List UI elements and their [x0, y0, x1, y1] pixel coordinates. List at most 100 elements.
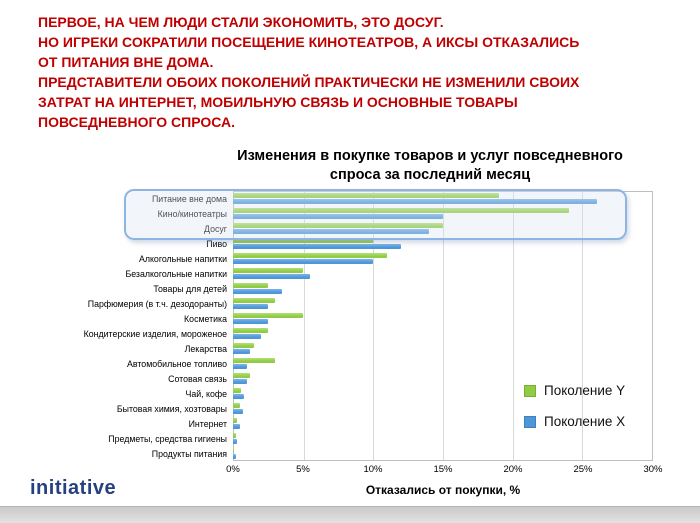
category-label: Интернет [188, 418, 227, 429]
bar-generation-x [233, 379, 247, 384]
bar-generation-x [233, 289, 282, 294]
x-tick-label: 25% [573, 464, 593, 475]
category-label: Пиво [206, 238, 227, 249]
category-label-cell: Бытовая химия, хозтовары [116, 401, 233, 416]
gridline [512, 192, 514, 460]
bar-generation-y [233, 268, 303, 273]
bar-pair [233, 221, 653, 236]
gridline [303, 192, 305, 460]
bar-generation-x [233, 349, 250, 354]
x-tick-label: 30% [643, 464, 663, 475]
bar-generation-y [233, 253, 387, 258]
bar-generation-y [233, 238, 373, 243]
chart-row: Питание вне дома [116, 191, 653, 206]
bar-generation-y [233, 298, 275, 303]
category-label: Автомобильное топливо [127, 358, 227, 369]
bar-generation-x [233, 199, 597, 204]
bar-generation-x [233, 424, 240, 429]
bar-pair [233, 296, 653, 311]
chart-title: Изменения в покупке товаров и услуг повс… [237, 148, 623, 183]
bar-generation-x [233, 409, 243, 414]
chart-row: Продукты питания [116, 446, 653, 461]
chart-legend: Поколение Y Поколение X [524, 383, 625, 445]
bar-pair [233, 206, 653, 221]
bar-generation-y [233, 403, 240, 408]
chart-row: Бытовая химия, хозтовары [116, 401, 653, 416]
category-label-cell: Чай, кофе [116, 386, 233, 401]
legend-item-generation-x: Поколение X [524, 414, 625, 429]
category-label-cell: Кино/кинотеатры [116, 206, 233, 221]
category-label-cell: Лекарства [116, 341, 233, 356]
bar-generation-y [233, 193, 499, 198]
footer-bar [0, 506, 700, 523]
bar-generation-y [233, 418, 238, 423]
category-label-cell: Сотовая связь [116, 371, 233, 386]
bar-pair [233, 341, 653, 356]
bar-generation-x [233, 259, 373, 264]
plot-area [233, 191, 653, 461]
category-label: Сотовая связь [168, 373, 227, 384]
legend-swatch-y [524, 384, 536, 397]
category-label-cell: Алкогольные напитки [116, 251, 233, 266]
x-tick-label: 20% [503, 464, 523, 475]
bar-generation-y [233, 283, 268, 288]
bar-generation-y [233, 448, 235, 453]
bar-pair [233, 281, 653, 296]
x-axis-ticks: 0% 5% 10% 15% 20% 25% 30% [226, 464, 662, 476]
chart-row: Алкогольные напитки [116, 251, 653, 266]
chart-rows: Питание вне дома Кино/кинотеатры Досуг Пиво… [84, 191, 653, 461]
chart-row: Автомобильное топливо [116, 356, 653, 371]
bar-generation-y [233, 388, 242, 393]
category-label: Питание вне дома [151, 193, 227, 204]
legend-label-x: Поколение X [544, 414, 626, 429]
category-label-cell: Пиво [116, 236, 233, 251]
chart-row: Сотовая связь [116, 371, 653, 386]
category-label-cell: Автомобильное топливо [116, 356, 233, 371]
bar-generation-x [233, 439, 238, 444]
chart-row: Косметика [116, 311, 653, 326]
chart-row: Парфюмерия (в т.ч. дезодоранты) [88, 296, 653, 311]
x-tick-label: 15% [433, 464, 453, 475]
chart-row: Товары для детей [116, 281, 653, 296]
category-label-cell: Парфюмерия (в т.ч. дезодоранты) [88, 296, 233, 311]
bar-pair [233, 446, 653, 461]
bar-generation-y [233, 433, 236, 438]
bar-generation-x [233, 244, 401, 249]
x-tick-label: 0% [226, 464, 240, 475]
bar-generation-y [233, 313, 303, 318]
bar-generation-y [233, 343, 254, 348]
bar-pair [233, 191, 653, 206]
bar-generation-x [233, 229, 429, 234]
chart-row: Кондитерские изделия, мороженое [84, 326, 653, 341]
category-label-cell: Косметика [116, 311, 233, 326]
bar-generation-x [233, 214, 443, 219]
bar-pair [233, 251, 653, 266]
bar-generation-y [233, 223, 443, 228]
category-label: Кино/кинотеатры [157, 208, 227, 219]
category-label-cell: Товары для детей [116, 281, 233, 296]
legend-item-generation-y: Поколение Y [524, 383, 625, 398]
bar-pair [233, 371, 653, 386]
gridline [373, 192, 375, 460]
bar-generation-y [233, 373, 250, 378]
x-tick-label: 10% [363, 464, 383, 475]
legend-swatch-x [524, 415, 536, 428]
category-label: Досуг [204, 223, 227, 234]
chart-row: Досуг [116, 221, 653, 236]
bar-pair [233, 356, 653, 371]
category-label: Кондитерские изделия, мороженое [83, 328, 227, 339]
bar-pair [233, 266, 653, 281]
bar-generation-x [233, 334, 261, 339]
category-label: Продукты питания [151, 448, 227, 459]
chart-row: Интернет [116, 416, 653, 431]
bar-pair [233, 401, 653, 416]
bar-generation-y [233, 208, 569, 213]
gridline [582, 192, 584, 460]
category-label: Товары для детей [153, 283, 227, 294]
slide-headline: ПЕРВОЕ, НА ЧЕМ ЛЮДИ СТАЛИ ЭКОНОМИТЬ, ЭТО… [38, 14, 580, 130]
category-label-cell: Кондитерские изделия, мороженое [84, 326, 233, 341]
chart-row: Пиво [116, 236, 653, 251]
category-label: Бытовая химия, хозтовары [116, 403, 227, 414]
x-tick-label: 5% [296, 464, 310, 475]
chart-row: Кино/кинотеатры [116, 206, 653, 221]
